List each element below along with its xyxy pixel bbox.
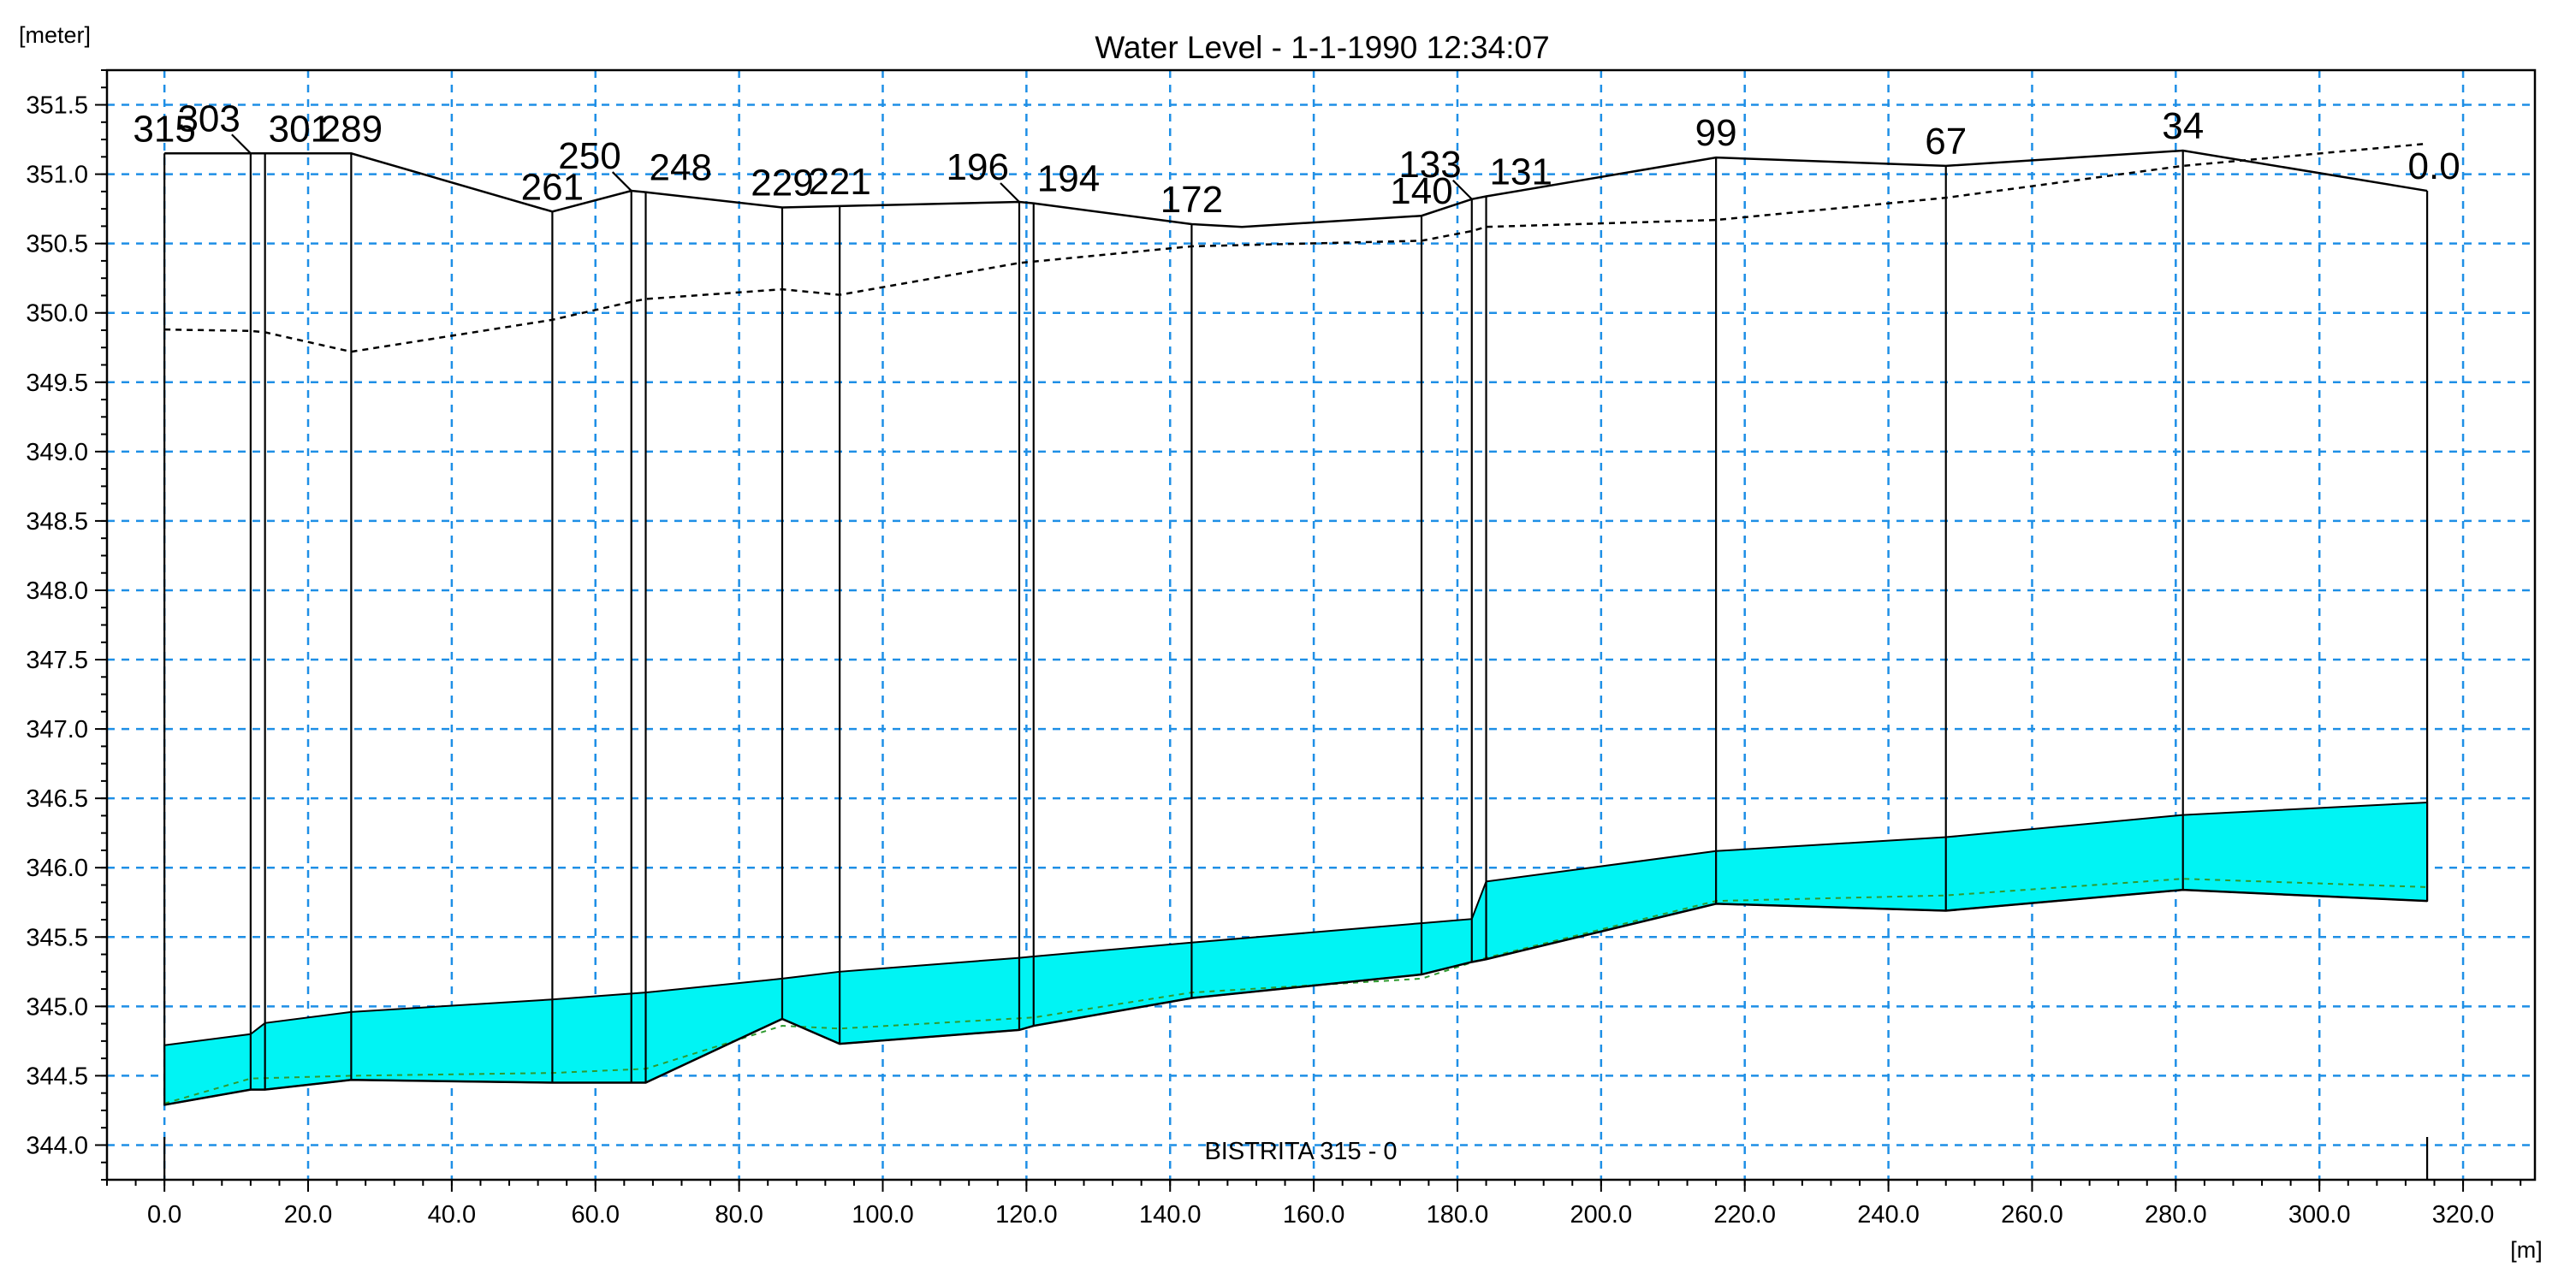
x-tick-label: 280.0 bbox=[2145, 1201, 2207, 1229]
chainage-label: 0.0 bbox=[2408, 145, 2460, 187]
x-tick-label: 100.0 bbox=[852, 1201, 914, 1229]
chainage-label: 289 bbox=[320, 108, 383, 150]
chainage-label: 131 bbox=[1490, 151, 1552, 193]
y-tick-label: 351.5 bbox=[26, 92, 88, 120]
chainage-label: 140 bbox=[1390, 170, 1452, 212]
y-tick-label: 349.0 bbox=[26, 439, 88, 466]
y-tick-label: 348.5 bbox=[26, 508, 88, 536]
chart-title: Water Level - 1-1-1990 12:34:07 bbox=[1095, 30, 1549, 65]
y-tick-label: 348.0 bbox=[26, 577, 88, 605]
chainage-label: 67 bbox=[1925, 121, 1967, 163]
cross-section-markers bbox=[163, 133, 2429, 1180]
x-tick-label: 200.0 bbox=[1570, 1201, 1633, 1229]
chainage-label: 34 bbox=[2162, 105, 2204, 147]
x-tick-label: 40.0 bbox=[428, 1201, 476, 1229]
chainage-label: 172 bbox=[1160, 179, 1223, 221]
x-tick-label: 80.0 bbox=[715, 1201, 763, 1229]
reference-bed-line bbox=[163, 878, 2428, 1104]
x-tick-label: 60.0 bbox=[572, 1201, 620, 1229]
left-bank-line bbox=[164, 149, 2428, 228]
plot-frame bbox=[105, 68, 2537, 1181]
x-tick-label: 120.0 bbox=[995, 1201, 1058, 1229]
gridlines bbox=[107, 70, 2535, 1180]
y-tick-label: 346.5 bbox=[26, 785, 88, 813]
chainage-label: 261 bbox=[521, 166, 584, 208]
label-leader-line bbox=[611, 171, 632, 192]
chainage-label: 99 bbox=[1695, 112, 1737, 154]
chainage-label: 194 bbox=[1037, 158, 1100, 200]
x-tick-label: 240.0 bbox=[1857, 1201, 1920, 1229]
x-tick-label: 0.0 bbox=[147, 1201, 181, 1229]
axes: 0.0 20.0 40.0 60.0 80.0 100.0 120.0 140.0 160.0 1… bbox=[26, 68, 2537, 1229]
label-leader-line bbox=[231, 133, 252, 155]
branch-label: BISTRITA 315 - 0 bbox=[1204, 1138, 1397, 1165]
y-tick-label: 345.5 bbox=[26, 924, 88, 951]
x-tick-label: 180.0 bbox=[1427, 1201, 1489, 1229]
y-tick-label: 351.0 bbox=[26, 162, 88, 189]
x-tick-label: 20.0 bbox=[284, 1201, 332, 1229]
y-tick-label: 346.0 bbox=[26, 855, 88, 882]
x-tick-label: 160.0 bbox=[1283, 1201, 1345, 1229]
x-tick-label: 300.0 bbox=[2288, 1201, 2351, 1229]
y-tick-label: 347.5 bbox=[26, 647, 88, 674]
x-tick-label: 320.0 bbox=[2432, 1201, 2495, 1229]
chainage-label: 250 bbox=[558, 135, 620, 177]
y-axis-unit: [meter] bbox=[19, 22, 91, 48]
y-tick-label: 345.0 bbox=[26, 993, 88, 1021]
water-fill bbox=[163, 801, 2429, 1106]
chainage-label: 196 bbox=[947, 146, 1009, 188]
x-tick-label: 140.0 bbox=[1139, 1201, 1202, 1229]
x-tick-label: 220.0 bbox=[1713, 1201, 1776, 1229]
chainage-label: 229 bbox=[751, 163, 813, 204]
y-tick-label: 344.5 bbox=[26, 1063, 88, 1090]
x-axis-unit: [m] bbox=[2510, 1237, 2543, 1263]
label-leader-line bbox=[1451, 179, 1473, 200]
water-area bbox=[163, 801, 2429, 1106]
label-leader-line bbox=[1000, 182, 1020, 203]
chainage-label: 303 bbox=[177, 98, 240, 139]
chainage-label: 221 bbox=[808, 161, 870, 203]
y-tick-label: 344.0 bbox=[26, 1132, 88, 1159]
chainage-label: 315 bbox=[133, 108, 195, 150]
y-tick-label: 350.5 bbox=[26, 231, 88, 258]
y-tick-label: 350.0 bbox=[26, 300, 88, 328]
chainage-label: 301 bbox=[269, 108, 331, 150]
chainage-label: 248 bbox=[650, 147, 712, 189]
y-tick-label: 349.5 bbox=[26, 370, 88, 397]
y-tick-label: 347.0 bbox=[26, 716, 88, 743]
chainage-label: 133 bbox=[1398, 144, 1461, 186]
x-tick-label: 260.0 bbox=[2001, 1201, 2063, 1229]
